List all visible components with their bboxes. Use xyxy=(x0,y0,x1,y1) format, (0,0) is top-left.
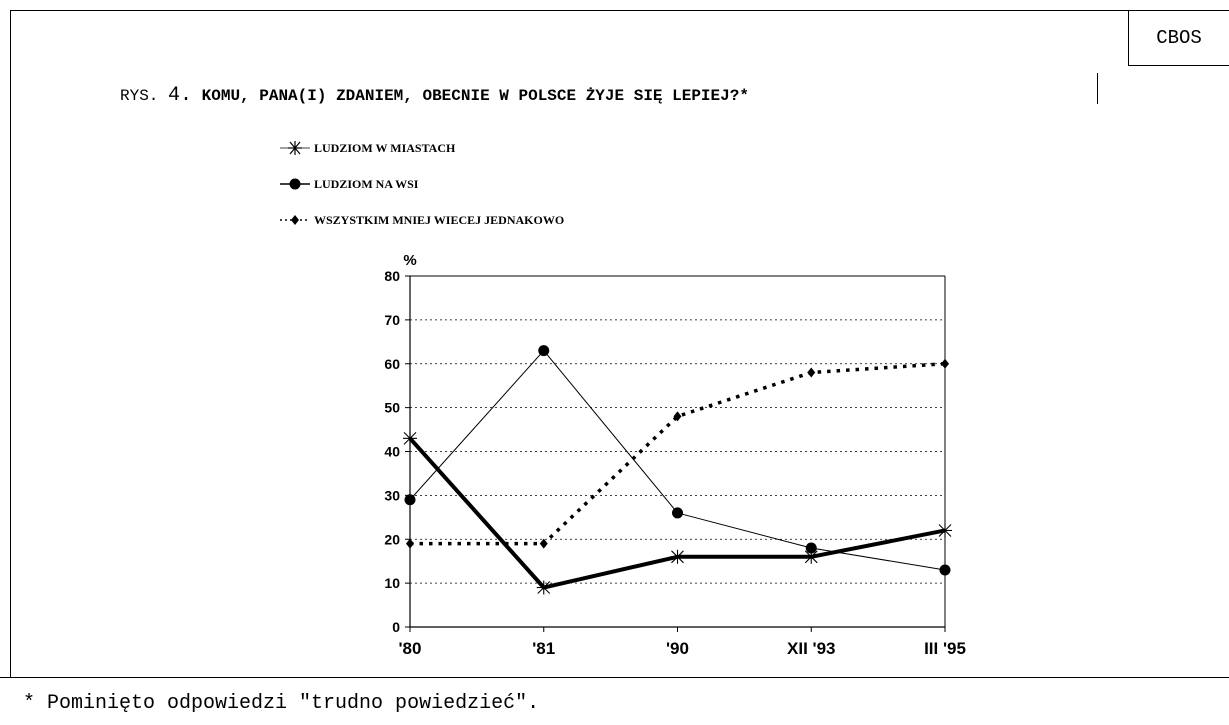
data-point-diamond xyxy=(673,411,682,422)
y-tick-label: 60 xyxy=(384,356,400,372)
y-tick-label: 0 xyxy=(392,619,400,635)
data-point-circle xyxy=(404,494,416,506)
y-tick-label: 40 xyxy=(384,444,400,460)
y-tick-label: 70 xyxy=(384,312,400,328)
legend-item-villages: LUDZIOM NA WSI xyxy=(280,166,564,202)
legend-label-villages: LUDZIOM NA WSI xyxy=(314,176,419,191)
y-tick-label: 50 xyxy=(384,400,400,416)
data-point-asterisk xyxy=(536,580,551,595)
frame-top-line xyxy=(10,10,1229,11)
y-tick-label: 30 xyxy=(384,487,400,503)
data-point-circle xyxy=(805,542,817,554)
legend-item-equal: WSZYSTKIM MNIEJ WIECEJ JEDNAKOWO xyxy=(280,202,564,238)
figure-title: RYS. 4. KOMU, PANA(I) ZDANIEM, OBECNIE W… xyxy=(120,84,749,107)
legend-label-equal: WSZYSTKIM MNIEJ WIECEJ JEDNAKOWO xyxy=(314,212,565,227)
legend-item-cities: LUDZIOM W MIASTACH xyxy=(280,130,564,166)
series-line-2 xyxy=(409,350,946,571)
figure-prefix: RYS. xyxy=(120,87,159,105)
footnote: * Pominięto odpowiedzi "trudno powiedzie… xyxy=(23,692,540,715)
chart-legend: LUDZIOM W MIASTACH LUDZIOM NA WSI WSZYST… xyxy=(280,130,564,238)
data-point-circle xyxy=(538,345,550,357)
figure-question: KOMU, PANA(I) ZDANIEM, OBECNIE W POLSCE … xyxy=(201,87,749,105)
data-point-asterisk xyxy=(670,549,685,564)
y-axis-label: % xyxy=(403,252,416,269)
figure-number: 4. xyxy=(168,84,193,107)
x-tick-label: III '95 xyxy=(924,639,966,658)
data-point-circle xyxy=(939,564,951,576)
x-tick-label: XII '93 xyxy=(787,639,835,658)
data-point-diamond xyxy=(941,358,949,369)
source-badge: CBOS xyxy=(1128,10,1229,66)
data-point-diamond xyxy=(807,367,816,378)
series-line-3 xyxy=(410,362,946,546)
y-tick-label: 20 xyxy=(384,531,400,547)
data-point-diamond xyxy=(406,538,414,549)
diamond-marker-icon xyxy=(280,215,310,225)
x-tick-label: '81 xyxy=(532,639,555,658)
frame-bottom-line xyxy=(0,677,1229,678)
data-point-diamond xyxy=(539,538,548,549)
x-tick-label: '90 xyxy=(666,639,689,658)
asterisk-marker-icon xyxy=(280,141,310,155)
x-tick-label: '80 xyxy=(399,639,422,658)
legend-label-cities: LUDZIOM W MIASTACH xyxy=(314,140,456,155)
frame-left-line xyxy=(10,10,11,678)
title-divider xyxy=(1097,73,1098,104)
y-tick-label: 80 xyxy=(384,268,400,284)
data-point-asterisk xyxy=(403,431,417,446)
y-tick-label: 10 xyxy=(384,575,400,591)
circle-marker-icon xyxy=(280,178,310,190)
data-point-circle xyxy=(672,507,683,519)
data-point-asterisk xyxy=(938,523,952,538)
